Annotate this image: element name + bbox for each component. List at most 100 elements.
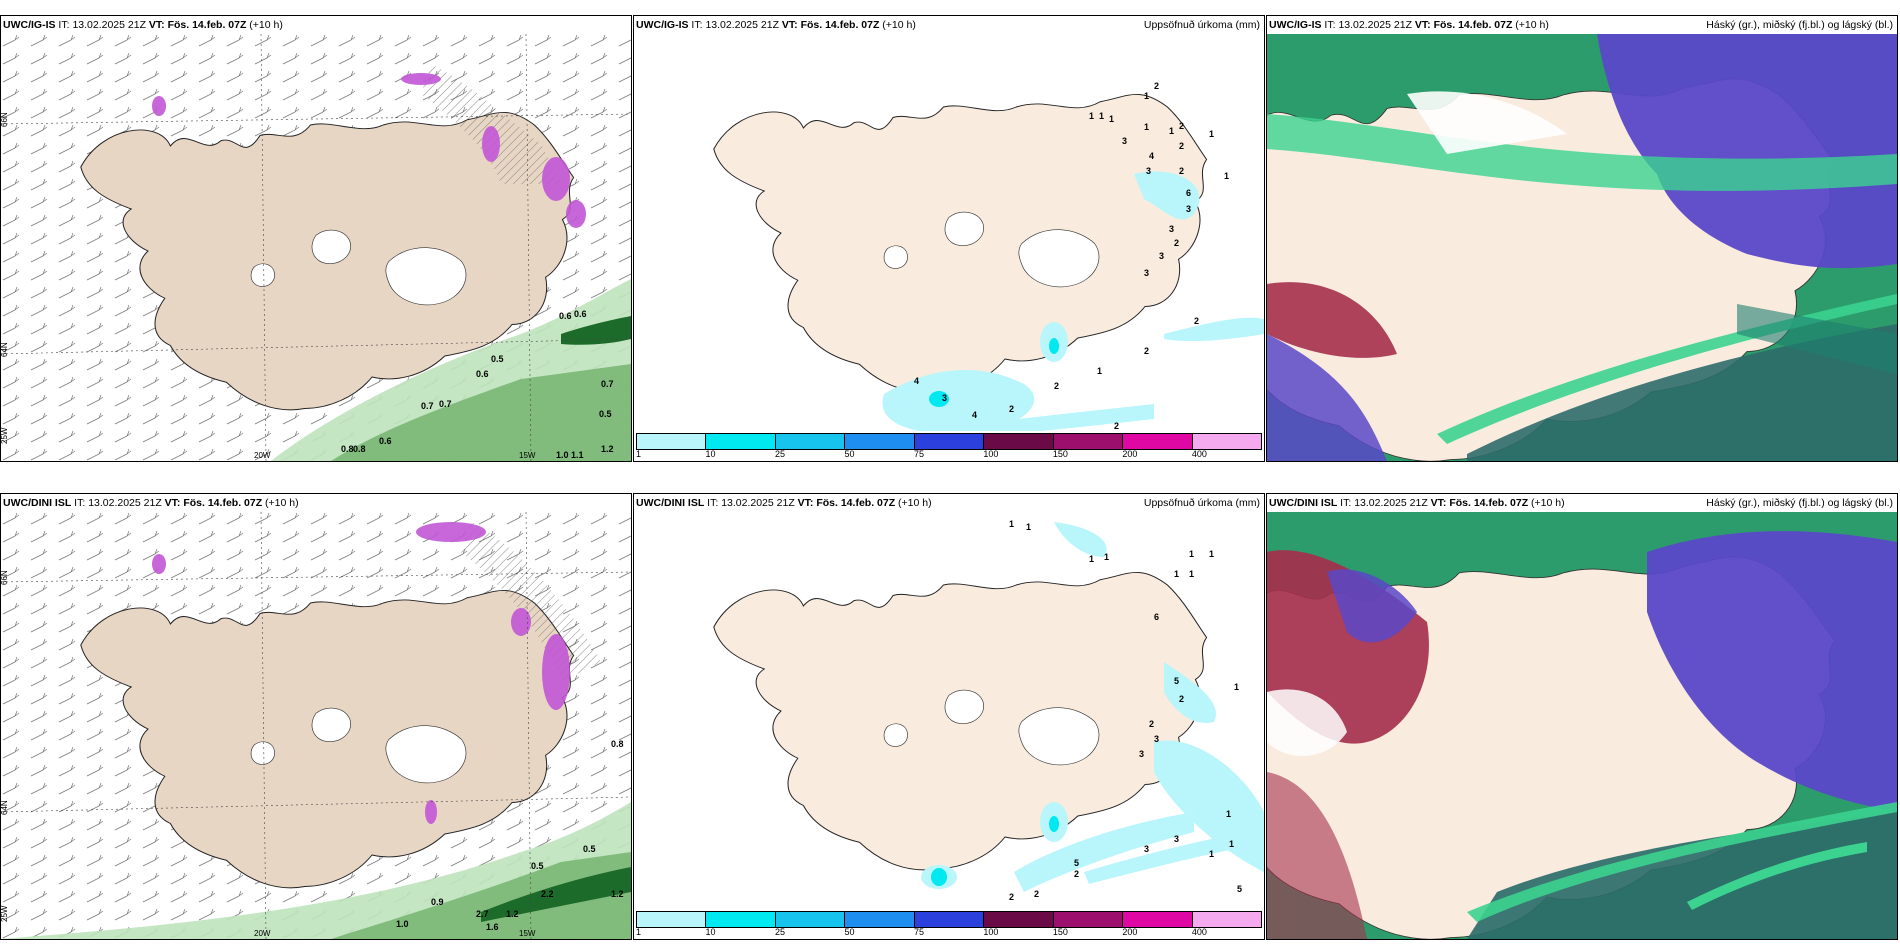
svg-text:1.2: 1.2 (506, 909, 519, 919)
vt-value: Fös. 14.feb. 07Z (1433, 19, 1513, 31)
svg-text:3: 3 (1122, 136, 1127, 146)
svg-text:2: 2 (1174, 238, 1179, 248)
svg-text:3: 3 (942, 393, 947, 403)
panel-header: UWC/IG-IS IT: 13.02.2025 21Z VT: Fös. 14… (1, 16, 631, 34)
it-label: IT: (1340, 497, 1352, 509)
lon-label: 15W (519, 929, 536, 938)
svg-text:1: 1 (1089, 554, 1094, 564)
svg-text:1: 1 (1229, 839, 1234, 849)
svg-text:3: 3 (1186, 204, 1191, 214)
svg-text:3: 3 (1144, 268, 1149, 278)
vt-label: VT: (148, 19, 165, 31)
svg-text:1.1: 1.1 (571, 450, 584, 460)
panel-uwc-igis-clouds: UWC/IG-IS IT: 13.02.2025 21Z VT: Fös. 14… (1266, 15, 1898, 462)
svg-text:3: 3 (1146, 166, 1151, 176)
svg-text:0.7: 0.7 (439, 399, 452, 409)
model-label: UWC/IG-IS (636, 19, 689, 31)
svg-text:1: 1 (1097, 366, 1102, 376)
lat-label: 25W (1, 905, 9, 922)
vt-value: Fös. 14.feb. 07Z (183, 497, 263, 509)
precip-light-areas (921, 522, 1264, 892)
legend-swatches (636, 911, 1262, 928)
svg-text:0.5: 0.5 (583, 844, 596, 854)
svg-text:2: 2 (1179, 694, 1184, 704)
model-label: UWC/DINI ISL (636, 497, 705, 509)
vt-label: VT: (1414, 19, 1431, 31)
vt-value: Fös. 14.feb. 07Z (1449, 497, 1529, 509)
panel-uwc-dini-precip: UWC/DINI ISL IT: 13.02.2025 21Z VT: Fös.… (633, 493, 1265, 940)
map-precip: 1 1 1 1 1 1 1 1 6 5 1 2 2 3 3 1 3 3 1 1 … (713, 519, 1264, 924)
contour-labels: 0.6 0.6 0.5 0.6 0.7 0.7 0.7 0.5 0.8 0.6 … (341, 309, 614, 460)
svg-text:2: 2 (1074, 869, 1079, 879)
svg-text:3: 3 (1174, 834, 1179, 844)
low-cloud-layer (1267, 282, 1397, 358)
legend-swatches (636, 433, 1262, 450)
svg-text:0.8: 0.8 (353, 444, 366, 454)
svg-text:0.6: 0.6 (379, 436, 392, 446)
svg-text:2.7: 2.7 (476, 909, 489, 919)
svg-text:5: 5 (1074, 858, 1079, 868)
svg-text:0.5: 0.5 (599, 409, 612, 419)
lon-label: 15W (519, 451, 536, 460)
map-wind-precip: 66N 64N 25W 20W 15W 0.8 0.5 0.5 2.2 1.2 … (1, 512, 631, 939)
it-value: 13.02.2025 21Z (1354, 497, 1428, 509)
it-value: 13.02.2025 21Z (1338, 19, 1412, 31)
svg-text:2: 2 (1009, 892, 1014, 902)
lat-label: 66N (1, 112, 9, 127)
vt-value: Fös. 14.feb. 07Z (800, 19, 880, 31)
svg-text:0.9: 0.9 (431, 897, 444, 907)
lon-label: 20W (254, 451, 271, 460)
panel-header: UWC/DINI ISL IT: 13.02.2025 21Z VT: Fös.… (1267, 494, 1897, 512)
svg-text:0.5: 0.5 (531, 861, 544, 871)
svg-text:1: 1 (1104, 552, 1109, 562)
svg-text:2: 2 (1114, 421, 1119, 431)
panel-header: UWC/IG-IS IT: 13.02.2025 21Z VT: Fös. 14… (1267, 16, 1897, 34)
svg-text:4: 4 (914, 376, 919, 386)
vt-label: VT: (164, 497, 181, 509)
map-precip: 2 1 1 1 1 1 2 1 3 1 2 4 2 3 1 6 3 3 2 3 … (713, 81, 1264, 446)
it-value: 13.02.2025 21Z (721, 497, 795, 509)
vt-value: Fös. 14.feb. 07Z (167, 19, 247, 31)
panel-uwc-dini-clouds: UWC/DINI ISL IT: 13.02.2025 21Z VT: Fös.… (1266, 493, 1898, 940)
panel-uwc-igis-precip: UWC/IG-IS IT: 13.02.2025 21Z VT: Fös. 14… (633, 15, 1265, 462)
svg-text:1: 1 (1174, 569, 1179, 579)
svg-text:2: 2 (1194, 316, 1199, 326)
it-label: IT: (691, 19, 703, 31)
svg-text:1: 1 (1189, 569, 1194, 579)
svg-text:0.7: 0.7 (421, 401, 434, 411)
svg-text:5: 5 (1174, 676, 1179, 686)
lead-time: (+10 h) (249, 19, 283, 31)
svg-text:2: 2 (1154, 81, 1159, 91)
svg-text:2: 2 (1179, 141, 1184, 151)
vt-label: VT: (797, 497, 814, 509)
svg-text:0.7: 0.7 (601, 379, 614, 389)
model-label: UWC/IG-IS (3, 19, 56, 31)
svg-text:6: 6 (1186, 188, 1191, 198)
svg-text:1: 1 (1234, 682, 1239, 692)
svg-text:0.6: 0.6 (476, 369, 489, 379)
svg-text:1: 1 (1169, 126, 1174, 136)
model-label: UWC/IG-IS (1269, 19, 1322, 31)
precip-legend: 1 10 25 50 75 100 150 200 400 (634, 909, 1264, 939)
svg-text:1.0: 1.0 (396, 919, 409, 929)
svg-text:4: 4 (1149, 151, 1154, 161)
precip-purple-cells (152, 522, 570, 824)
it-label: IT: (74, 497, 86, 509)
svg-text:1: 1 (1144, 122, 1149, 132)
svg-text:3: 3 (1154, 734, 1159, 744)
svg-text:0.5: 0.5 (491, 354, 504, 364)
legend-ticks: 1 10 25 50 75 100 150 200 400 (636, 927, 1207, 937)
model-label: UWC/DINI ISL (3, 497, 72, 509)
svg-text:1.2: 1.2 (601, 444, 614, 454)
svg-text:1.6: 1.6 (486, 922, 499, 932)
svg-text:2: 2 (1144, 346, 1149, 356)
svg-text:3: 3 (1144, 844, 1149, 854)
svg-text:2: 2 (1054, 381, 1059, 391)
lat-label: 66N (1, 570, 9, 585)
svg-text:0.8: 0.8 (611, 739, 624, 749)
model-label: UWC/DINI ISL (1269, 497, 1338, 509)
svg-text:2: 2 (1149, 719, 1154, 729)
panel-uwc-igis-wind: UWC/IG-IS IT: 13.02.2025 21Z VT: Fös. 14… (0, 15, 632, 462)
it-value: 13.02.2025 21Z (88, 497, 162, 509)
product-title: Uppsöfnuð úrkoma (mm) (1143, 497, 1260, 509)
